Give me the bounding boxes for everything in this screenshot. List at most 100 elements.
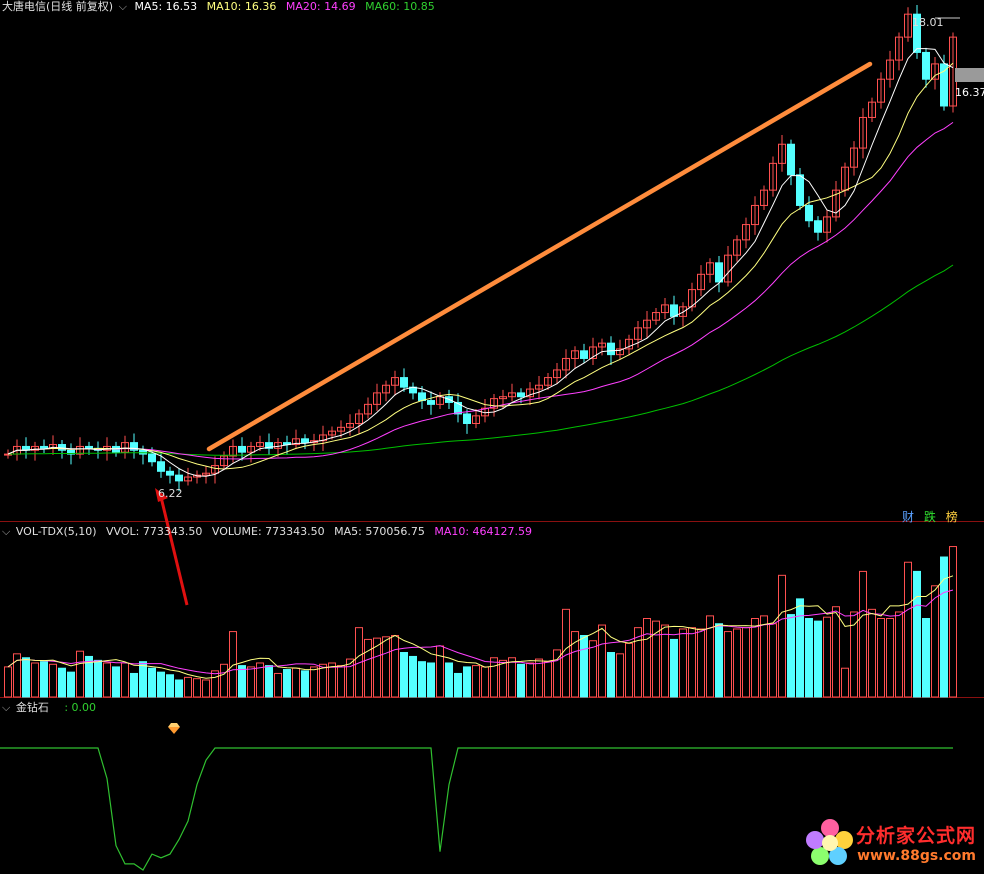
- candle-up: [877, 78, 885, 103]
- candle-up: [76, 445, 84, 455]
- volume-bar-up: [868, 608, 876, 698]
- volume-indicator-name: VOL-TDX(5,10): [15, 525, 97, 538]
- volume-bar-down: [940, 556, 948, 698]
- candle-up: [355, 413, 363, 424]
- candle-up: [742, 224, 750, 241]
- red-arrow-shaft: [159, 496, 189, 606]
- candle-up: [337, 426, 345, 432]
- candle-down: [607, 342, 615, 356]
- low-price-label: 6.22: [158, 487, 183, 500]
- candle-up: [31, 445, 39, 451]
- volume-bar-up: [310, 666, 318, 698]
- candle-up: [391, 377, 399, 386]
- volume-bar-up: [535, 658, 543, 698]
- candle-up: [769, 162, 777, 191]
- candle-up: [625, 338, 633, 350]
- volume-bar-up: [589, 640, 597, 698]
- candle-down: [148, 453, 156, 463]
- ma10-line: [7, 62, 954, 470]
- settings-icon[interactable]: ⌵: [118, 0, 127, 13]
- volume-bar-down: [400, 652, 408, 698]
- indicator-panel-header: ⌵ 金钻石 : 0.00: [2, 701, 102, 715]
- candle-up: [697, 273, 705, 291]
- volume-bar-up: [688, 627, 696, 698]
- volume-bar-up: [436, 645, 444, 698]
- volume-bar-up: [346, 658, 354, 698]
- volume-bar-down: [418, 661, 426, 698]
- volume-bar-up: [13, 653, 21, 698]
- indicator-settings-icon[interactable]: ⌵: [2, 701, 11, 714]
- volume-bar-up: [895, 611, 903, 698]
- ma60-readout: MA60: 10.85: [365, 0, 435, 13]
- volume-bar-up: [679, 628, 687, 698]
- indicator-line: [0, 747, 953, 871]
- candle-up: [364, 403, 372, 415]
- candle-up: [679, 306, 687, 317]
- candle-down: [814, 220, 822, 233]
- candle-up: [292, 438, 300, 446]
- candle-up: [508, 392, 516, 398]
- rank-button[interactable]: 榜: [945, 510, 958, 524]
- candle-down: [301, 438, 309, 444]
- volume-bar-down: [175, 679, 183, 698]
- candle-down: [940, 63, 948, 107]
- volume-bar-up: [697, 628, 705, 698]
- volume-bar-down: [409, 655, 417, 698]
- candle-down: [787, 143, 795, 176]
- candle-up: [589, 346, 597, 359]
- volume-bar-down: [796, 598, 804, 698]
- volume-bar-up: [562, 608, 570, 698]
- volume-bar-down: [112, 666, 120, 698]
- candle-up: [526, 388, 534, 398]
- candle-up: [760, 189, 768, 206]
- volume-bar-up: [661, 624, 669, 698]
- candle-up: [778, 143, 786, 164]
- volume-bar-up: [49, 663, 57, 698]
- ma5-line: [7, 48, 954, 477]
- volume-bar-down: [301, 670, 309, 698]
- volume-bar-up: [553, 649, 561, 698]
- volume-bar-up: [508, 657, 516, 698]
- volume-bar-up: [625, 642, 633, 698]
- red-arrow-head: [155, 488, 168, 502]
- candle-up: [229, 445, 237, 457]
- volume-bar-up: [751, 618, 759, 698]
- volume-bar-down: [445, 662, 453, 698]
- volume-bar-down: [67, 671, 75, 698]
- volume-bar-up: [247, 666, 255, 698]
- candle-up: [121, 442, 129, 453]
- candle-up: [490, 398, 498, 409]
- ma20-line: [7, 121, 954, 460]
- candle-up: [850, 147, 858, 168]
- volume-bar-up: [220, 663, 228, 698]
- candle-up: [346, 422, 354, 428]
- candle-up: [643, 319, 651, 329]
- panel-buttons: 财 跌 榜: [902, 508, 958, 525]
- volume-bar-up: [778, 574, 786, 698]
- volume-bar-up: [706, 615, 714, 698]
- volume-settings-icon[interactable]: ⌵: [2, 525, 11, 538]
- volume-bar-up: [616, 653, 624, 698]
- volume-bar-down: [670, 638, 678, 698]
- volume-bar-down: [238, 665, 246, 698]
- volume-bar-down: [805, 618, 813, 698]
- volume-bar-down: [427, 662, 435, 698]
- volume-bar-up: [742, 627, 750, 698]
- trend-line: [206, 61, 873, 452]
- volume-bar-down: [913, 570, 921, 698]
- candle-up: [382, 384, 390, 394]
- volume-bar-down: [148, 667, 156, 698]
- volume-ma5-line: [7, 575, 954, 679]
- volume-bar-up: [526, 662, 534, 698]
- current-price-box: [955, 68, 984, 82]
- candle-up: [571, 350, 579, 359]
- volume-bar-up: [355, 627, 363, 698]
- volume-bar-up: [76, 650, 84, 698]
- candle-up: [904, 13, 912, 38]
- candle-up: [202, 472, 210, 476]
- candle-down: [517, 392, 525, 398]
- finance-button[interactable]: 财: [902, 510, 915, 524]
- volume-bar-up: [328, 662, 336, 698]
- drop-button[interactable]: 跌: [923, 510, 936, 524]
